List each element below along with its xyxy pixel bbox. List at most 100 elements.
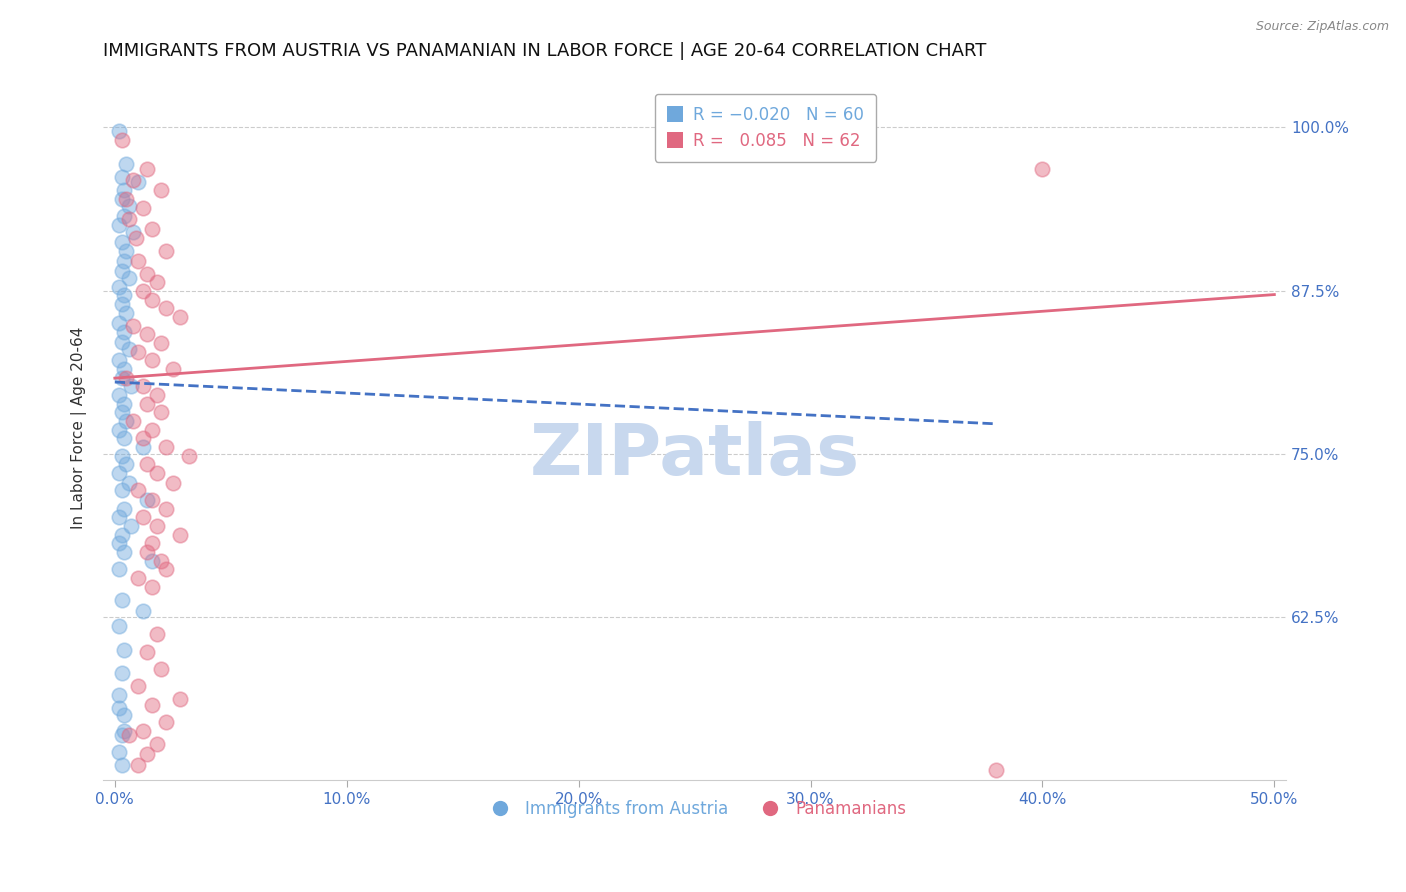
Point xyxy=(108,219,131,233)
Point xyxy=(155,714,177,729)
Point xyxy=(115,458,138,472)
Point xyxy=(141,535,163,549)
Point xyxy=(108,352,131,367)
Point xyxy=(118,270,141,285)
Point xyxy=(112,397,135,411)
Point xyxy=(125,231,148,245)
Point xyxy=(150,183,173,197)
Text: IMMIGRANTS FROM AUSTRIA VS PANAMANIAN IN LABOR FORCE | AGE 20-64 CORRELATION CHA: IMMIGRANTS FROM AUSTRIA VS PANAMANIAN IN… xyxy=(103,42,987,60)
Point xyxy=(145,388,167,402)
Point xyxy=(127,571,149,585)
Point xyxy=(111,334,134,349)
Point xyxy=(155,244,177,259)
Point xyxy=(122,318,145,333)
Point xyxy=(112,209,135,223)
Point xyxy=(111,296,134,310)
Point xyxy=(108,467,131,481)
Point xyxy=(155,501,177,516)
Point xyxy=(136,326,159,341)
Point xyxy=(111,757,134,772)
Point xyxy=(141,293,163,307)
Point xyxy=(127,175,149,189)
Point xyxy=(145,467,167,481)
Point xyxy=(115,414,138,428)
Point xyxy=(150,335,173,350)
Point xyxy=(111,134,134,148)
Point xyxy=(136,545,159,559)
Point xyxy=(112,431,135,445)
Point xyxy=(131,509,153,524)
Point xyxy=(177,450,200,464)
Point xyxy=(111,450,134,464)
Point xyxy=(150,405,173,419)
Point xyxy=(127,757,149,772)
Point xyxy=(127,345,149,359)
Point xyxy=(136,492,159,507)
Point xyxy=(150,662,173,676)
Point xyxy=(118,343,141,357)
Point xyxy=(131,431,153,445)
Point xyxy=(112,545,135,559)
Point xyxy=(111,728,134,742)
Point xyxy=(155,301,177,315)
Point xyxy=(120,379,142,393)
Point xyxy=(169,310,191,324)
Point xyxy=(136,747,159,761)
Point xyxy=(115,244,138,259)
Point xyxy=(131,603,153,617)
Point xyxy=(136,458,159,472)
Point xyxy=(127,253,149,268)
Y-axis label: In Labor Force | Age 20-64: In Labor Force | Age 20-64 xyxy=(72,326,87,529)
Point xyxy=(108,279,131,293)
Point xyxy=(122,414,145,428)
Point xyxy=(127,679,149,693)
Point xyxy=(162,475,184,490)
Point xyxy=(111,192,134,206)
Point xyxy=(108,535,131,549)
Point xyxy=(108,619,131,633)
Point xyxy=(136,645,159,659)
Legend: Immigrants from Austria, Panamanians: Immigrants from Austria, Panamanians xyxy=(477,794,912,825)
Point xyxy=(131,202,153,216)
Point xyxy=(169,528,191,542)
Point xyxy=(108,689,131,703)
Point xyxy=(111,235,134,250)
Point xyxy=(111,169,134,184)
Point xyxy=(111,371,134,385)
Point xyxy=(141,492,163,507)
Point xyxy=(136,162,159,177)
Point xyxy=(145,627,167,641)
Point xyxy=(141,423,163,437)
Point xyxy=(111,528,134,542)
Point xyxy=(984,763,1007,777)
Point xyxy=(122,172,145,186)
Point xyxy=(115,306,138,320)
Point xyxy=(150,554,173,568)
Point xyxy=(122,225,145,239)
Point xyxy=(108,388,131,402)
Point xyxy=(112,253,135,268)
Point xyxy=(145,518,167,533)
Point xyxy=(111,405,134,419)
Point xyxy=(112,326,135,340)
Point xyxy=(141,554,163,568)
Point xyxy=(118,475,141,490)
Point xyxy=(131,284,153,298)
Point xyxy=(112,362,135,376)
Point xyxy=(118,728,141,742)
Point xyxy=(120,518,142,533)
Point xyxy=(108,509,131,524)
Point xyxy=(141,698,163,712)
Point xyxy=(112,642,135,657)
Point xyxy=(112,723,135,738)
Point xyxy=(111,264,134,278)
Point xyxy=(162,362,184,376)
Point xyxy=(111,483,134,498)
Point xyxy=(111,593,134,607)
Point xyxy=(155,441,177,455)
Point xyxy=(1031,162,1053,177)
Point xyxy=(136,267,159,281)
Point xyxy=(108,423,131,437)
Point xyxy=(131,441,153,455)
Point xyxy=(108,316,131,330)
